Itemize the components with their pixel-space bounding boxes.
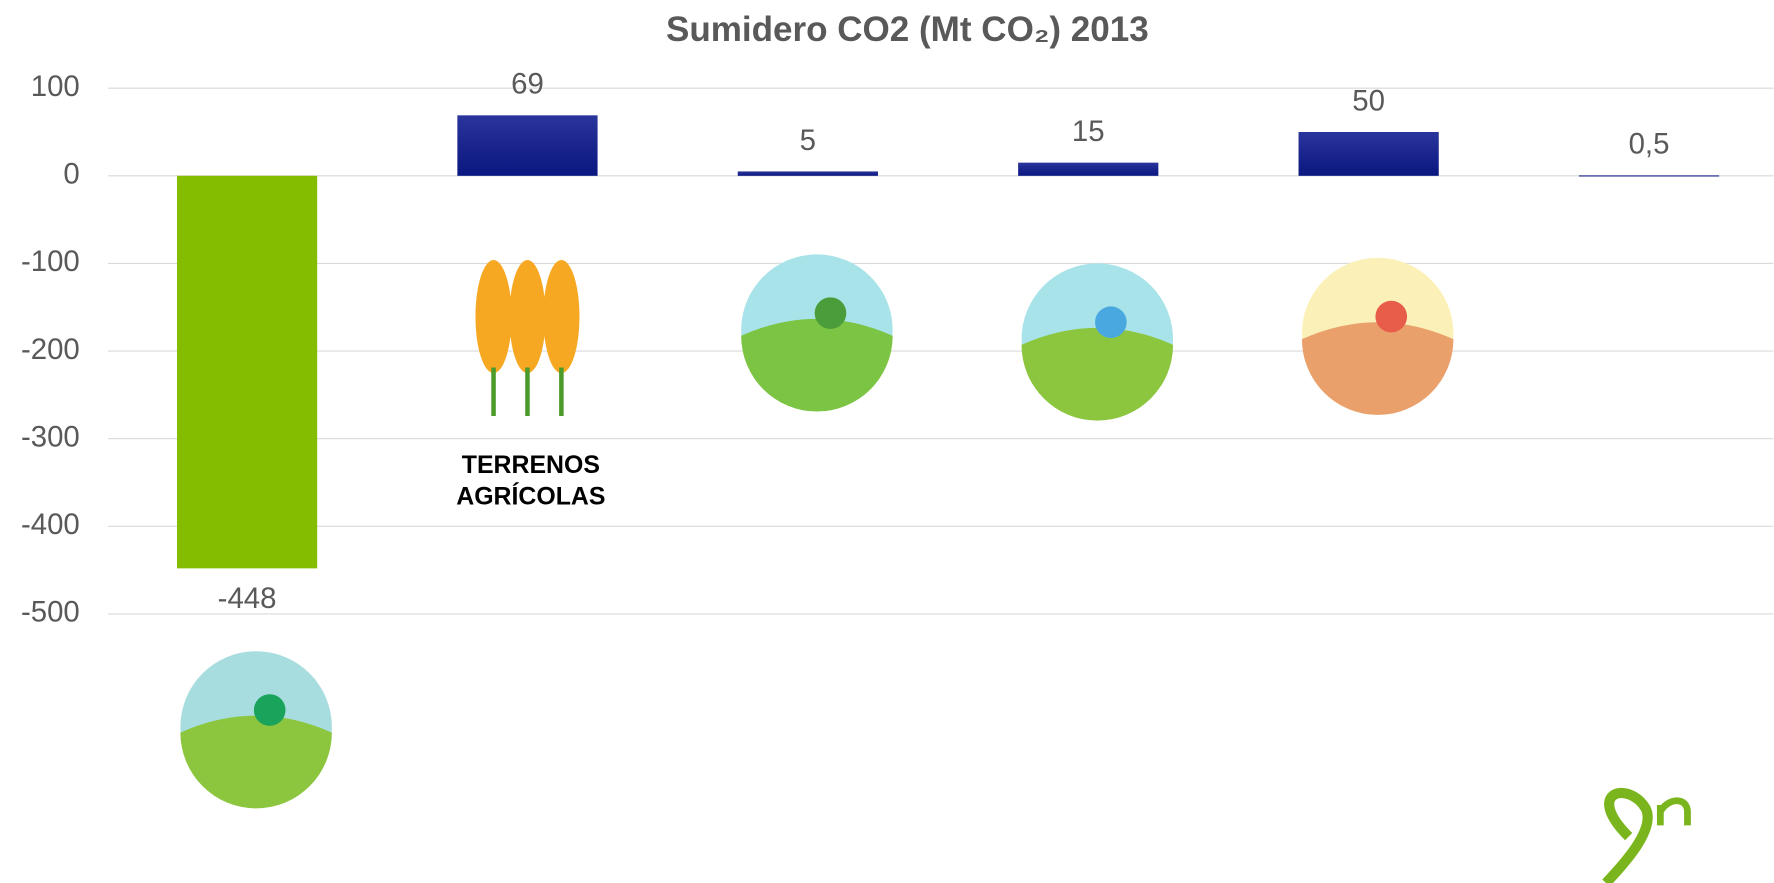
icon-detail <box>814 297 847 330</box>
icon-detail <box>1095 306 1127 339</box>
logo <box>1602 788 1691 883</box>
icon-ground <box>741 318 893 412</box>
category-icon <box>180 651 332 809</box>
value-label: 0,5 <box>1629 128 1670 161</box>
category-icon <box>1301 257 1454 415</box>
y-tick-label: 100 <box>31 70 80 103</box>
icon-wheat <box>543 260 580 374</box>
value-label: 50 <box>1352 84 1385 117</box>
x-tick-label: TERRENOS AGRÍCOLAS <box>456 450 605 510</box>
category-icon <box>475 260 580 417</box>
bar-shade <box>457 115 598 176</box>
y-tick-label: -400 <box>21 508 80 541</box>
y-tick-label: -200 <box>21 333 80 366</box>
bar <box>176 175 318 569</box>
value-label: 5 <box>800 124 816 157</box>
icon-ground <box>180 715 332 809</box>
icon-ground <box>1301 322 1454 415</box>
y-tick-label: 0 <box>63 158 79 191</box>
y-tick-label: -500 <box>21 596 80 629</box>
category-icon <box>741 254 893 412</box>
icon-detail <box>253 694 286 726</box>
y-tick-label: -300 <box>21 420 80 453</box>
y-tick-label: -100 <box>21 245 80 278</box>
bar-shade <box>1578 175 1720 177</box>
value-label: -448 <box>218 582 277 615</box>
icon-detail <box>1375 300 1408 333</box>
label-line: TERRENOS <box>462 450 600 478</box>
icon-ground <box>1021 327 1174 421</box>
label-line: AGRÍCOLAS <box>456 481 605 510</box>
bar-shade <box>737 171 878 176</box>
chart-title: Sumidero CO2 (Mt CO₂) 2013 <box>666 10 1149 49</box>
bar-shade <box>1018 162 1159 176</box>
value-label: 15 <box>1072 115 1105 148</box>
value-label: 69 <box>511 68 544 101</box>
bar-shade <box>1298 131 1439 176</box>
category-icon <box>1021 263 1174 421</box>
icon-wheat <box>475 260 512 374</box>
icon-wheat <box>509 260 546 374</box>
